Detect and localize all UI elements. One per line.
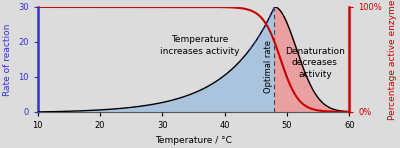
Text: Optimal rate: Optimal rate <box>264 40 273 93</box>
Text: Denaturation
decreases
activity: Denaturation decreases activity <box>285 47 345 79</box>
Text: Temperature
increases activity: Temperature increases activity <box>160 35 240 56</box>
Y-axis label: Rate of reaction: Rate of reaction <box>4 23 12 96</box>
Y-axis label: Percentage active enzyme: Percentage active enzyme <box>388 0 396 120</box>
X-axis label: Temperature / °C: Temperature / °C <box>155 136 232 145</box>
